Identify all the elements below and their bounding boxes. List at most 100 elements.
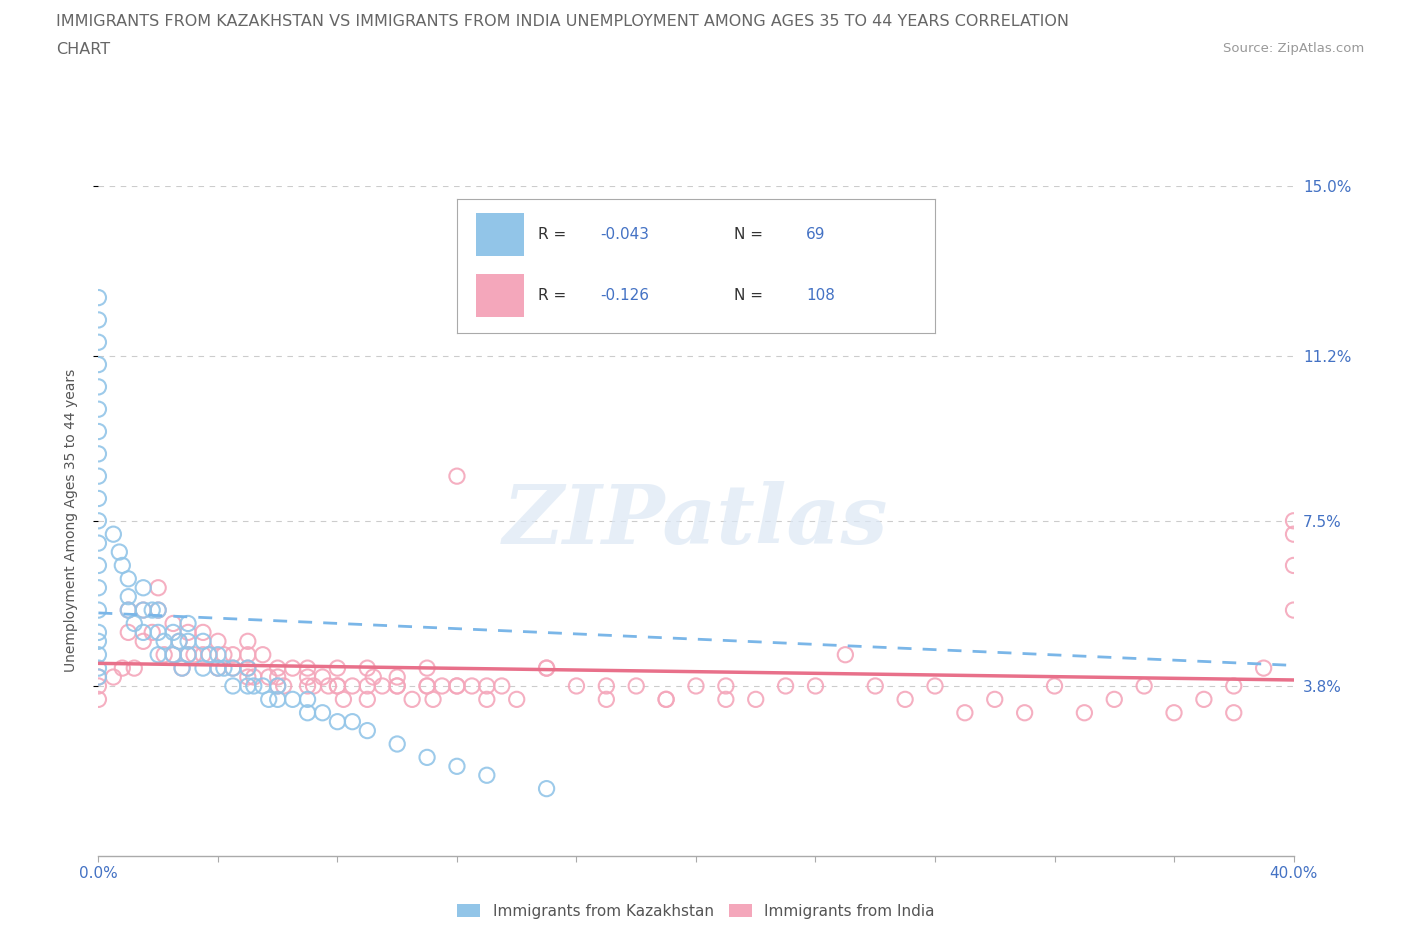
Point <box>536 660 558 675</box>
Point <box>183 647 205 662</box>
Point <box>207 647 229 662</box>
Point <box>446 679 468 694</box>
Point <box>1043 679 1066 694</box>
Point <box>87 513 110 528</box>
Point <box>191 625 214 640</box>
Point <box>385 737 409 751</box>
Point <box>236 670 259 684</box>
Point <box>924 679 946 694</box>
Point <box>267 692 290 707</box>
Point <box>655 692 678 707</box>
Point <box>87 603 110 618</box>
Point <box>222 660 245 675</box>
Point <box>302 679 325 694</box>
Point <box>257 670 280 684</box>
Point <box>804 679 827 694</box>
Point <box>153 634 176 649</box>
Point <box>446 759 468 774</box>
Point <box>87 625 110 640</box>
Point <box>87 312 110 327</box>
Point <box>267 670 290 684</box>
Point <box>167 634 190 649</box>
Point <box>191 634 214 649</box>
Point <box>162 647 184 662</box>
Point <box>117 603 139 618</box>
Point <box>297 692 319 707</box>
Point <box>177 625 200 640</box>
Point <box>1253 660 1275 675</box>
Point <box>416 679 439 694</box>
Point <box>356 692 378 707</box>
Point <box>626 679 648 694</box>
Point <box>148 603 170 618</box>
Point <box>475 692 498 707</box>
Point <box>87 335 110 350</box>
Point <box>117 625 139 640</box>
Point <box>297 705 319 720</box>
Point <box>332 692 354 707</box>
Point <box>243 670 266 684</box>
Point <box>281 660 304 675</box>
Point <box>172 660 194 675</box>
Point <box>1163 705 1185 720</box>
Y-axis label: Unemployment Among Ages 35 to 44 years: Unemployment Among Ages 35 to 44 years <box>63 369 77 672</box>
Point <box>191 660 214 675</box>
Point <box>111 660 134 675</box>
Point <box>212 660 235 675</box>
Point <box>416 679 439 694</box>
Point <box>87 491 110 506</box>
Point <box>342 714 364 729</box>
Point <box>385 670 409 684</box>
Point <box>87 424 110 439</box>
Point <box>236 660 259 675</box>
Point <box>311 670 333 684</box>
Point <box>385 679 409 694</box>
Point <box>87 647 110 662</box>
Point <box>416 660 439 675</box>
Point <box>87 290 110 305</box>
Point <box>1073 705 1095 720</box>
Point <box>162 625 184 640</box>
Point <box>475 768 498 783</box>
Point <box>87 634 110 649</box>
Point <box>446 679 468 694</box>
Point <box>506 692 529 707</box>
Point <box>132 603 155 618</box>
Point <box>714 692 737 707</box>
Point <box>416 750 439 764</box>
Point <box>162 616 184 631</box>
Point <box>865 679 887 694</box>
Point <box>745 692 768 707</box>
Point <box>371 679 394 694</box>
Point <box>87 536 110 551</box>
Point <box>124 616 146 631</box>
Point <box>1223 679 1246 694</box>
Point <box>103 670 125 684</box>
Point <box>984 692 1007 707</box>
Point <box>87 402 110 417</box>
Point <box>132 625 155 640</box>
Point <box>87 692 110 707</box>
Point <box>422 692 444 707</box>
Point <box>491 679 513 694</box>
Point <box>385 679 409 694</box>
Point <box>87 469 110 484</box>
Point <box>148 647 170 662</box>
Text: Source: ZipAtlas.com: Source: ZipAtlas.com <box>1223 42 1364 55</box>
Point <box>252 647 274 662</box>
Point <box>267 679 290 694</box>
Point <box>834 647 856 662</box>
Point <box>207 660 229 675</box>
Point <box>257 692 280 707</box>
Point <box>236 679 259 694</box>
Point <box>222 660 245 675</box>
Point <box>87 670 110 684</box>
Point <box>1014 705 1036 720</box>
Point <box>1282 513 1305 528</box>
Point <box>565 679 588 694</box>
Point <box>162 647 184 662</box>
Point <box>252 679 274 694</box>
Point <box>236 660 259 675</box>
Point <box>297 660 319 675</box>
Point <box>177 647 200 662</box>
